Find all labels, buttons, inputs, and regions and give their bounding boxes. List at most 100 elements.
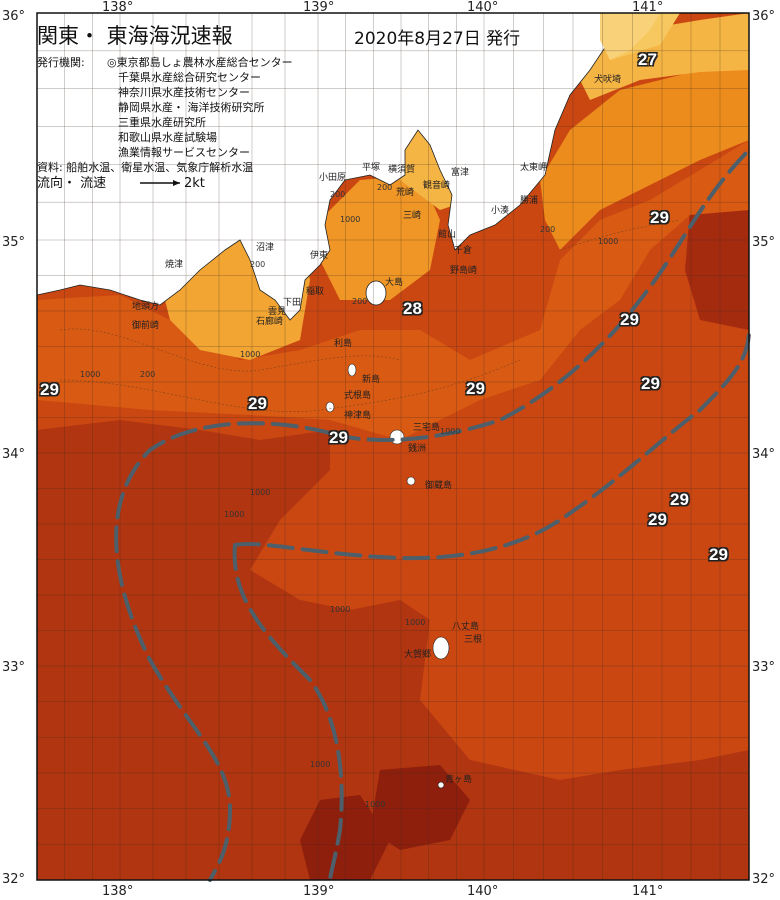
temp-label: 29: [466, 379, 485, 398]
depth-label: 1000: [240, 350, 261, 359]
place-label: 三宅島: [413, 423, 441, 433]
depth-label: 200: [377, 183, 393, 192]
lat-label-34-left: 34°: [2, 447, 26, 462]
flow-scale-arrowhead: [173, 180, 180, 186]
sst-zone-boso-cool: [540, 60, 749, 250]
place-label: 青ヶ島: [445, 775, 473, 785]
flow-legend-value: 2kt: [184, 176, 205, 191]
lon-label-140-bottom: 140°: [467, 884, 499, 899]
place-label: 御前崎: [132, 321, 160, 331]
lat-label-36-right: 36°: [752, 9, 776, 24]
place-label: 三根: [464, 635, 483, 645]
lat-label-33-left: 33°: [2, 660, 26, 675]
isobath-200-east: [559, 219, 681, 251]
place-label: 勝浦: [520, 196, 539, 206]
depth-label: 1000: [365, 800, 386, 809]
place-label: 沼津: [256, 243, 275, 253]
temp-label: 29: [248, 394, 267, 413]
sst-zone-mid: [37, 140, 749, 440]
isobath-200: [59, 328, 401, 372]
lon-label-138-top: 138°: [102, 0, 134, 15]
place-label: 伊東: [310, 251, 329, 261]
lat-label-32-right: 32°: [752, 872, 776, 887]
place-label: 千倉: [454, 246, 473, 256]
land-honshu: [36, 12, 611, 321]
depth-label: 200: [250, 260, 266, 269]
lon-label-141-bottom: 141°: [632, 884, 664, 899]
data-sources: 資料: 船舶水温、衛星水温、気象庁解析水温: [37, 161, 254, 174]
temp-label: 29: [650, 208, 669, 227]
temp-label: 29: [620, 310, 639, 329]
depth-label: 1000: [440, 427, 461, 436]
place-label: 小田原: [319, 173, 347, 183]
sst-zone-east-warm: [685, 200, 749, 330]
place-label: 大島: [385, 278, 404, 288]
temp-label: 29: [329, 428, 348, 447]
lat-label-33-right: 33°: [752, 660, 776, 675]
isobath-lines: [59, 219, 681, 412]
lat-label-35-right: 35°: [752, 235, 776, 250]
lon-label-139-bottom: 139°: [303, 884, 335, 899]
issuer-7: 漁業情報サービスセンター: [118, 146, 250, 159]
temp-label: 29: [709, 545, 728, 564]
issuer-2: 千葉県水産総合研究センター: [118, 71, 261, 84]
kuroshio-current: [114, 148, 751, 882]
issuer-3: 神奈川県水産技術センター: [118, 86, 250, 99]
place-label: 富津: [451, 168, 470, 178]
depth-label: 1000: [598, 237, 619, 246]
depth-label: 1000: [250, 488, 271, 497]
depth-label: 200: [140, 370, 156, 379]
lat-label-34-right: 34°: [752, 447, 776, 462]
place-label: 犬吠埼: [594, 75, 622, 85]
map-frame: [36, 12, 750, 881]
island-miyakejima: [389, 429, 405, 445]
depth-label: 200: [540, 225, 556, 234]
issue-date: 2020年8月27日 発行: [354, 29, 521, 49]
sst-zone-sagami: [320, 175, 440, 300]
depth-label: 200: [330, 190, 346, 199]
lon-label-140-top: 140°: [467, 0, 499, 15]
current-path-south: [233, 328, 751, 561]
isobath-1000: [59, 359, 521, 412]
place-label: 野島崎: [450, 266, 478, 276]
flow-legend-label: 流向・ 流速: [37, 176, 107, 191]
lon-label-139-top: 139°: [303, 0, 335, 15]
place-label: 地頭方: [132, 302, 160, 312]
place-label: 八丈島: [452, 622, 480, 632]
depth-label: 1000: [224, 510, 245, 519]
current-path-east: [333, 148, 751, 442]
issuer-5: 三重県水産研究所: [118, 116, 206, 129]
issuer-6: 和歌山県水産試験場: [118, 131, 217, 144]
temp-label: 27: [638, 50, 657, 69]
island-hachijojima: [432, 636, 450, 660]
sst-zone-very-warm: [37, 420, 749, 880]
current-path-west: [114, 421, 332, 882]
place-label: 利島: [334, 339, 353, 349]
temp-label: 29: [641, 374, 660, 393]
depth-label: 1000: [340, 215, 361, 224]
depth-label: 1000: [330, 605, 351, 614]
current-path-branch: [232, 543, 344, 882]
lat-label-35-left: 35°: [2, 235, 26, 250]
lon-label-138-bottom: 138°: [102, 884, 134, 899]
place-label: 式根島: [344, 391, 372, 401]
lon-label-141-top: 141°: [632, 0, 664, 15]
issuer-4: 静岡県水産・ 海洋技術研究所: [118, 101, 265, 114]
place-label: 下田: [283, 298, 302, 308]
island-oshima: [365, 280, 387, 306]
depth-label: 200: [352, 297, 368, 306]
place-label: 荒崎: [396, 188, 415, 198]
lat-label-36-left: 36°: [2, 9, 26, 24]
map-title: 関東・ 東海海況速報: [37, 24, 233, 48]
place-label: 雲見: [268, 307, 287, 317]
place-label: 小湊: [491, 206, 510, 216]
place-label: 焼津: [165, 260, 184, 270]
sst-zone-hottest-1: [370, 765, 470, 850]
place-label: 御蔵島: [425, 481, 453, 491]
place-label: 館山: [438, 230, 457, 240]
lat-label-32-left: 32°: [2, 872, 26, 887]
temp-label: 28: [403, 299, 422, 318]
place-label: 新島: [362, 375, 381, 385]
temp-label: 29: [670, 490, 689, 509]
